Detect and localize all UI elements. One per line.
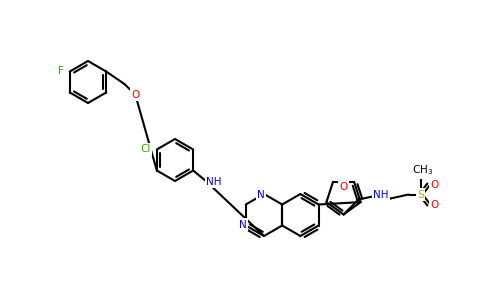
Text: NH: NH [206, 177, 222, 187]
Text: F: F [58, 67, 64, 76]
Text: O: O [131, 89, 139, 100]
Text: NH: NH [373, 190, 388, 200]
Text: N: N [257, 190, 265, 200]
Text: S: S [417, 190, 424, 200]
Text: N: N [239, 220, 247, 230]
Text: CH$_3$: CH$_3$ [412, 164, 433, 177]
Text: O: O [339, 182, 348, 192]
Text: O: O [430, 179, 439, 190]
Text: O: O [430, 200, 439, 209]
Text: Cl: Cl [141, 145, 151, 154]
